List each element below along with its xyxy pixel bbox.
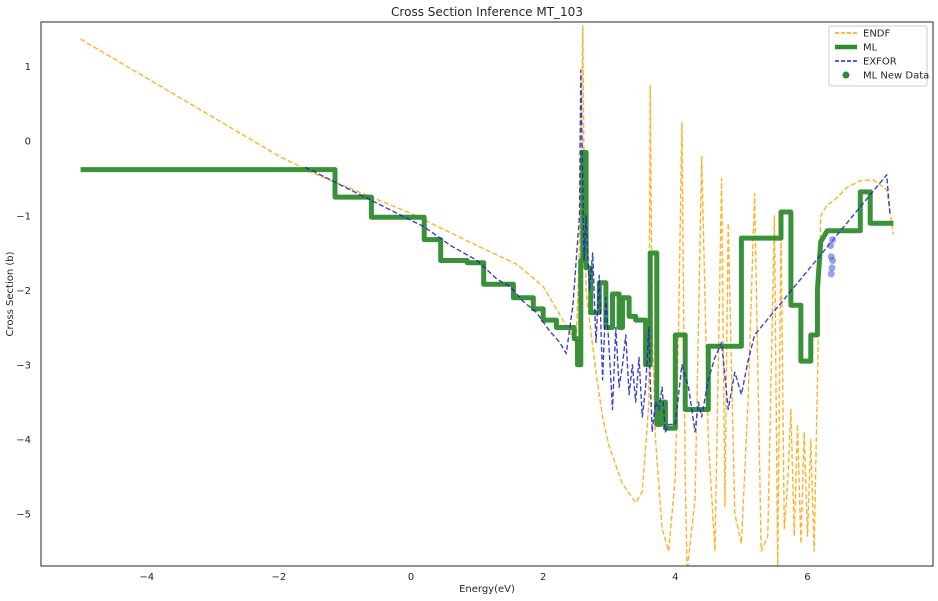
legend-box xyxy=(828,25,928,87)
y-ticks: −5 −4 −3 −2 −1 0 1 xyxy=(16,62,31,520)
series-line-ml xyxy=(80,149,894,431)
x-ticks: −4 −2 0 2 4 6 xyxy=(139,572,810,583)
y-tick-label: −1 xyxy=(16,211,31,222)
x-tick-label: 6 xyxy=(804,572,810,583)
x-tick-label: 4 xyxy=(672,572,678,583)
legend: ENDF ML EXFOR ML New Data xyxy=(828,25,929,87)
x-tick-label: 0 xyxy=(408,572,414,583)
ml-new-data-point xyxy=(827,270,835,278)
y-tick-label: −3 xyxy=(16,360,31,371)
legend-entry-ml: ML xyxy=(863,43,878,54)
y-tick-label: 0 xyxy=(25,137,31,148)
y-tick-label: 1 xyxy=(25,62,31,73)
y-tick-label: −5 xyxy=(16,509,31,520)
legend-entry-ml-new-data: ML New Data xyxy=(863,71,929,82)
x-tick-label: −4 xyxy=(139,572,154,583)
scatter-layer xyxy=(827,236,837,278)
ml-new-data-point xyxy=(829,256,837,264)
plot-frame xyxy=(40,21,934,567)
y-tick-label: −2 xyxy=(16,286,31,297)
legend-entry-exfor: EXFOR xyxy=(863,57,897,68)
chart-title: Cross Section Inference MT_103 xyxy=(391,5,583,19)
plot-area xyxy=(80,25,895,566)
y-tick-label: −4 xyxy=(16,435,31,446)
series-line-exfor xyxy=(304,69,891,433)
legend-entry-endf: ENDF xyxy=(863,29,890,40)
x-axis-label: Energy(eV) xyxy=(459,584,515,595)
ml-new-data-point xyxy=(829,236,837,244)
series-layer xyxy=(80,25,895,566)
legend-marker-ml-new-data xyxy=(842,71,850,79)
y-axis-label: Cross Section (b) xyxy=(5,251,16,336)
ml-new-data-point xyxy=(827,242,835,250)
x-tick-label: 2 xyxy=(540,572,546,583)
ml-new-data-point xyxy=(828,264,836,272)
x-tick-label: −2 xyxy=(271,572,286,583)
